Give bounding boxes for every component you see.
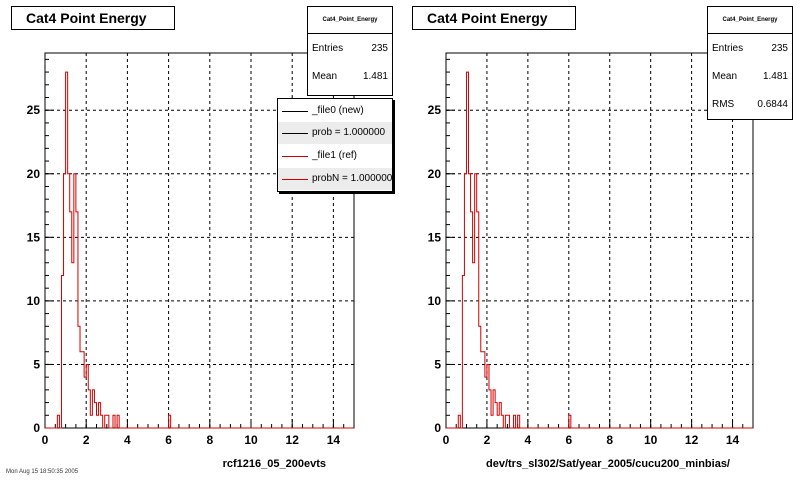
left-stats-mean-value: 1.481 [362,71,388,82]
right-x-tick-label: 10 [644,433,658,447]
left-x-tick-label: 6 [165,433,172,447]
left-stats-entries-value: 235 [371,43,388,54]
left-x-axis-label: rcf1216_05_200evts [222,458,326,470]
right-stats-entries-label: Entries [712,43,744,54]
left-stats-row-mean: Mean 1.481 [312,70,388,84]
right-x-tick-label: 4 [525,433,532,447]
legend-entry-file1: _file1 (ref) [278,145,392,167]
left-x-tick-label: 8 [206,433,213,447]
legend-entry-prob: prob = 1.000000 [278,122,392,144]
legend-label-prob: prob = 1.000000 [312,127,386,138]
right-stats-row-mean: Mean 1.481 [712,70,788,84]
legend-label-probn: probN = 1.000000 [312,173,393,184]
left-y-tick-label: 5 [33,357,40,371]
right-histogram-title: Cat4 Point Energy [412,6,576,30]
left-x-tick-label: 10 [244,433,258,447]
right-stats-row-rms: RMS 0.6844 [712,98,788,112]
left-x-tick-label: 12 [286,433,300,447]
left-stats-mean-label: Mean [312,71,338,82]
right-y-tick-label: 0 [434,421,441,435]
right-x-tick-label: 2 [484,433,491,447]
right-x-tick-label: 6 [565,433,572,447]
right-stats-title: Cat4_Point_Energy [708,7,792,34]
right-histogram-series-line [446,71,753,429]
legend-swatch-red [282,156,308,157]
left-stats-entries-label: Entries [312,43,344,54]
left-y-tick-label: 0 [33,421,40,435]
left-y-tick-label: 25 [27,103,41,117]
legend-swatch-red [282,179,308,180]
right-stats-box: Cat4_Point_Energy Entries 235 Mean 1.481… [707,6,793,120]
right-stats-rms-value: 0.6844 [757,99,788,110]
right-stats-rms-label: RMS [712,99,735,110]
right-y-tick-label: 5 [434,357,441,371]
right-stats-entries-value: 235 [771,43,788,54]
legend-label-file1: _file1 (ref) [312,150,358,161]
left-y-tick-label: 15 [27,230,41,244]
legend-entry-probn: probN = 1.000000 [278,168,392,190]
right-x-tick-label: 12 [685,433,699,447]
legend-entry-file0: _file0 (new) [278,100,392,122]
right-y-tick-label: 25 [428,103,442,117]
footer-timestamp: Mon Aug 15 18:50:35 2005 [6,469,79,475]
right-y-tick-label: 20 [428,167,442,181]
left-y-tick-label: 10 [27,294,41,308]
left-y-tick-label: 20 [27,167,41,181]
left-x-tick-label: 4 [124,433,131,447]
left-stats-row-entries: Entries 235 [312,42,388,56]
right-stats-row-entries: Entries 235 [712,42,788,56]
legend-swatch-black [282,111,308,112]
right-x-tick-label: 0 [443,433,450,447]
left-stats-box: Cat4_Point_Energy Entries 235 Mean 1.481 [307,6,393,96]
right-y-tick-label: 10 [428,294,442,308]
left-histogram-title: Cat4 Point Energy [11,6,175,30]
left-stats-title: Cat4_Point_Energy [308,7,392,34]
left-x-tick-label: 0 [42,433,49,447]
left-x-tick-label: 2 [83,433,90,447]
right-stats-mean-value: 1.481 [762,71,788,82]
left-histogram-series-line [45,71,354,429]
left-x-tick-label: 14 [327,433,341,447]
left-legend: _file0 (new) prob = 1.000000 _file1 (ref… [277,98,393,192]
right-x-tick-label: 14 [726,433,740,447]
legend-label-file0: _file0 (new) [312,105,364,116]
legend-swatch-black [282,133,308,134]
right-x-axis-label: dev/trs_sl302/Sat/year_2005/cucu200_minb… [486,458,730,470]
right-y-tick-label: 15 [428,230,442,244]
right-x-tick-label: 8 [606,433,613,447]
right-stats-mean-label: Mean [712,71,738,82]
